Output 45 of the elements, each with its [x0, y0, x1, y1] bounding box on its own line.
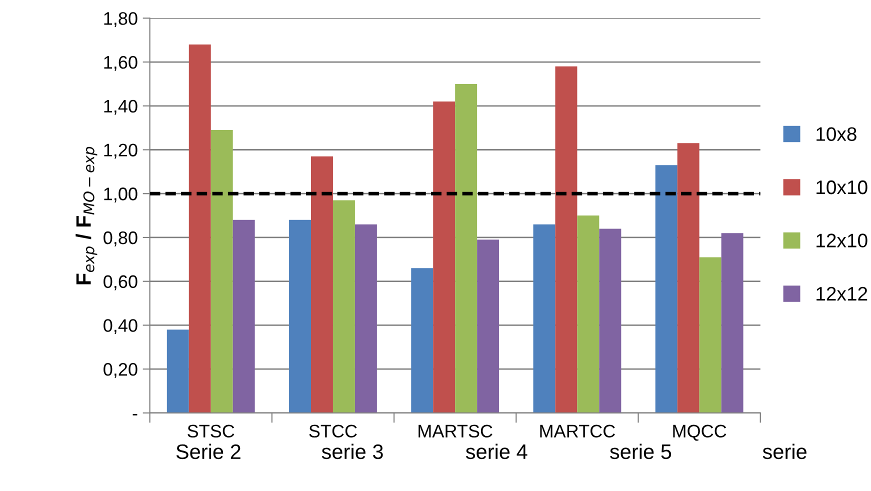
bar: [188, 44, 211, 413]
bar: [433, 102, 456, 413]
y-tick-label: -: [132, 414, 138, 416]
bar: [311, 156, 333, 413]
text: Serie 2: [176, 444, 240, 460]
bar: [721, 233, 744, 413]
bar: [655, 165, 678, 413]
bar: [232, 220, 255, 413]
bar: [289, 220, 312, 413]
bar: [533, 224, 556, 413]
y-tick-label: 1,60: [104, 56, 138, 71]
x-tick-label: MARTCC: [540, 424, 615, 438]
y-tick-label: 0,60: [104, 275, 138, 290]
y-tick-label: 1,40: [104, 100, 138, 115]
y-tick-label: 1,00: [104, 188, 138, 202]
bar: [210, 130, 233, 413]
bar: [699, 257, 722, 413]
text: serie 4: [466, 444, 528, 460]
bar: [577, 216, 600, 413]
x-tick-label: MQCC: [673, 424, 726, 441]
x-tick-label: MARTSC: [418, 424, 492, 438]
bar: [677, 143, 700, 413]
x-tick-label: STCC: [309, 424, 357, 438]
text: serie 5: [610, 444, 672, 460]
text: serie 3: [322, 444, 383, 460]
legend-label: 12x10: [816, 234, 868, 248]
text: serie: [762, 444, 806, 460]
bar: [555, 66, 578, 413]
y-axis-title: F$_{exp}$ / F$_{MO−exp}$: [76, 146, 98, 284]
bar: [166, 330, 189, 413]
y-tick-label: 0,20: [104, 363, 138, 378]
y-tick-label: 0,80: [104, 231, 138, 246]
bar: [599, 228, 622, 413]
y-tick-label: 1,20: [104, 144, 138, 159]
x-tick-label: STSC: [188, 424, 234, 438]
legend-label: 10x8: [816, 127, 856, 141]
bar: [411, 268, 434, 413]
legend-label: 12x12: [816, 286, 868, 300]
bar: [477, 240, 500, 413]
bar: [455, 84, 478, 413]
bar: [332, 200, 355, 413]
y-tick-label: 0,40: [104, 319, 138, 334]
legend-label: 10x10: [816, 180, 868, 194]
bar: [354, 224, 377, 413]
y-tick-label: 1,80: [104, 12, 138, 28]
